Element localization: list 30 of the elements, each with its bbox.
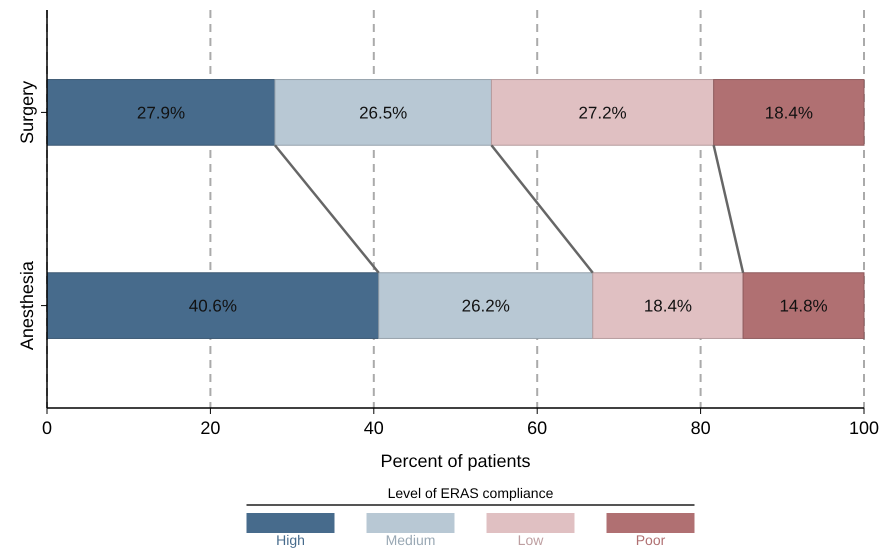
x-tick-label: 80 [690,418,711,438]
data-label: 27.9% [136,103,186,122]
bar [592,272,744,339]
bar [713,79,864,146]
x-tick-label: 0 [42,418,52,438]
text: Low [518,532,544,548]
bar [46,272,380,339]
x-tick-label: 100 [848,418,880,438]
x-tick-label: 40 [364,418,384,438]
bar [274,79,492,146]
y-tick-label: Surgery [17,80,37,144]
bar [378,272,594,339]
text: Poor [636,532,666,548]
legend-title: Level of ERAS compliance [388,485,554,501]
text: Medium [386,532,436,548]
y-tick-label: Anesthesia [17,260,37,350]
data-label: 40.6% [188,296,237,316]
data-label: 26.5% [359,103,408,122]
x-axis-title: Percent of patients [380,451,531,471]
bar [490,79,714,146]
data-label: 27.2% [578,103,627,122]
data-label: 26.2% [462,296,510,316]
x-tick-label: 60 [527,418,548,438]
text: High [276,532,305,548]
bar [742,272,864,339]
data-label: 18.4% [764,103,813,122]
x-tick-label: 20 [200,418,220,438]
data-label: 18.4% [644,296,692,316]
data-label: 14.8% [779,296,828,316]
bar [46,79,276,146]
